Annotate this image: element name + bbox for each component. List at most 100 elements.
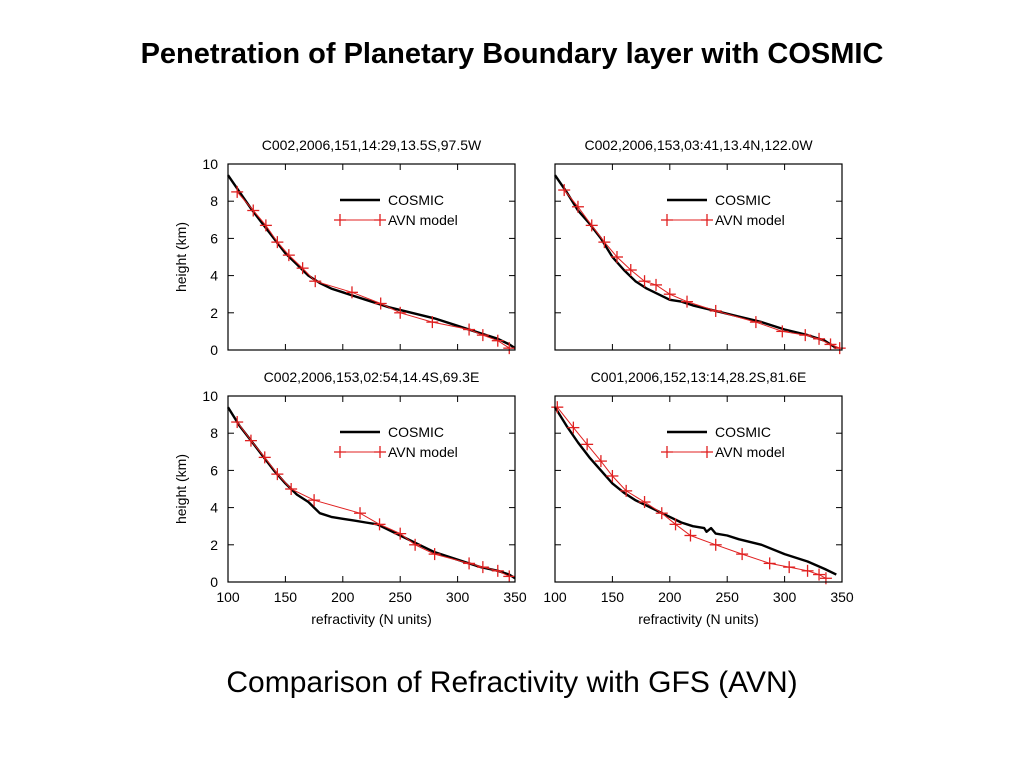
y-tick-label: 6 <box>210 230 218 246</box>
x-axis-label: refractivity (N units) <box>638 611 759 627</box>
chart-title: C002,2006,153,02:54,14.4S,69.3E <box>264 369 480 385</box>
avn-point <box>833 342 846 355</box>
plot-frame <box>227 163 516 351</box>
avn-point <box>394 306 407 319</box>
legend-avn-label: AVN model <box>388 444 458 460</box>
avn-point <box>282 249 295 262</box>
y-axis-label: height (km) <box>173 222 189 292</box>
avn-point <box>684 529 697 542</box>
avn-point <box>244 434 257 447</box>
avn-point <box>669 518 682 531</box>
avn-point <box>624 264 637 277</box>
avn-point <box>638 275 651 288</box>
avn-point <box>354 507 367 520</box>
x-tick-label: 100 <box>216 589 240 605</box>
avn-point <box>709 538 722 551</box>
avn-point <box>551 401 564 414</box>
legend: COSMIC AVN model <box>661 192 785 228</box>
legend-avn-label: AVN model <box>715 444 785 460</box>
avn-point <box>598 236 611 249</box>
avn-point <box>606 469 619 482</box>
avn-point <box>813 332 826 345</box>
avn-point <box>463 323 476 336</box>
avn-point <box>231 185 244 198</box>
chart-title: C002,2006,153,03:41,13.4N,122.0W <box>584 137 813 153</box>
avn-point <box>426 316 439 329</box>
legend-cosmic-label: COSMIC <box>388 192 444 208</box>
avn-point <box>801 564 814 577</box>
avn-point <box>491 334 504 347</box>
chart-title: C001,2006,152,13:14,28.2S,81.6E <box>591 369 807 385</box>
legend-avn-marker <box>661 446 673 458</box>
y-tick-label: 4 <box>210 500 218 516</box>
avn-point <box>585 219 598 232</box>
legend-avn-label: AVN model <box>388 212 458 228</box>
avn-point <box>650 278 663 291</box>
legend-cosmic-label: COSMIC <box>388 424 444 440</box>
series-line-cosmic <box>553 406 837 576</box>
chart-panel-2: C002,2006,153,03:41,13.4N,122.0W COSMIC AV… <box>554 137 846 355</box>
avn-point <box>409 538 422 551</box>
avn-point <box>503 342 516 355</box>
y-tick-label: 0 <box>210 574 218 590</box>
legend-avn-marker <box>661 214 673 226</box>
y-tick-label: 10 <box>202 388 218 404</box>
avn-point <box>799 329 812 342</box>
y-tick-label: 2 <box>210 537 218 553</box>
avn-point <box>776 325 789 338</box>
avn-point <box>285 483 298 495</box>
avn-point <box>503 570 516 583</box>
avn-point <box>581 438 594 451</box>
x-axis-label: refractivity (N units) <box>311 611 432 627</box>
legend-avn-marker <box>374 214 386 226</box>
avn-point <box>476 561 489 574</box>
y-axis-label: height (km) <box>173 454 189 524</box>
avn-point <box>610 251 623 263</box>
avn-point <box>309 275 322 288</box>
x-tick-label: 300 <box>446 589 470 605</box>
avn-point <box>476 329 489 342</box>
avn-point <box>558 184 571 197</box>
avn-point <box>374 297 387 310</box>
avn-point <box>663 288 676 301</box>
y-tick-label: 6 <box>210 462 218 478</box>
x-tick-label: 250 <box>716 589 740 605</box>
series-line-avn <box>563 189 840 349</box>
chart-title: C002,2006,151,14:29,13.5S,97.5W <box>262 137 482 153</box>
avn-point <box>783 561 796 574</box>
slide-title: Penetration of Planetary Boundary layer … <box>140 38 884 70</box>
avn-point <box>571 200 584 213</box>
x-tick-label: 150 <box>274 589 298 605</box>
y-tick-label: 4 <box>210 268 218 284</box>
legend-cosmic-label: COSMIC <box>715 424 771 440</box>
x-tick-label: 350 <box>830 589 854 605</box>
avn-point <box>308 494 321 507</box>
avn-point <box>271 236 284 249</box>
legend-avn-marker <box>701 214 713 226</box>
x-tick-label: 350 <box>503 589 527 605</box>
avn-point <box>709 304 722 317</box>
legend-avn-marker <box>374 446 386 458</box>
avn-point <box>491 564 504 577</box>
avn-point <box>736 548 749 561</box>
chart-panel-1: C002,2006,151,14:29,13.5S,97.5W 0 2 4 6 8 10 he… <box>173 137 516 358</box>
legend-avn-marker <box>334 446 346 458</box>
avn-point <box>247 204 260 217</box>
avn-point <box>594 455 607 468</box>
avn-point <box>567 421 580 434</box>
avn-point <box>681 295 694 308</box>
plot-frame <box>227 395 516 583</box>
y-tick-label: 8 <box>210 425 218 441</box>
y-tick-label: 2 <box>210 305 218 321</box>
avn-point <box>763 557 776 570</box>
avn-point <box>296 262 309 275</box>
y-tick-label: 0 <box>210 342 218 358</box>
plot-frame <box>554 163 843 351</box>
y-tick-label: 8 <box>210 193 218 209</box>
x-tick-label: 100 <box>543 589 567 605</box>
avn-point <box>824 338 837 351</box>
legend: COSMIC AVN model <box>334 424 458 460</box>
avn-point <box>620 484 633 497</box>
avn-point <box>813 568 826 581</box>
